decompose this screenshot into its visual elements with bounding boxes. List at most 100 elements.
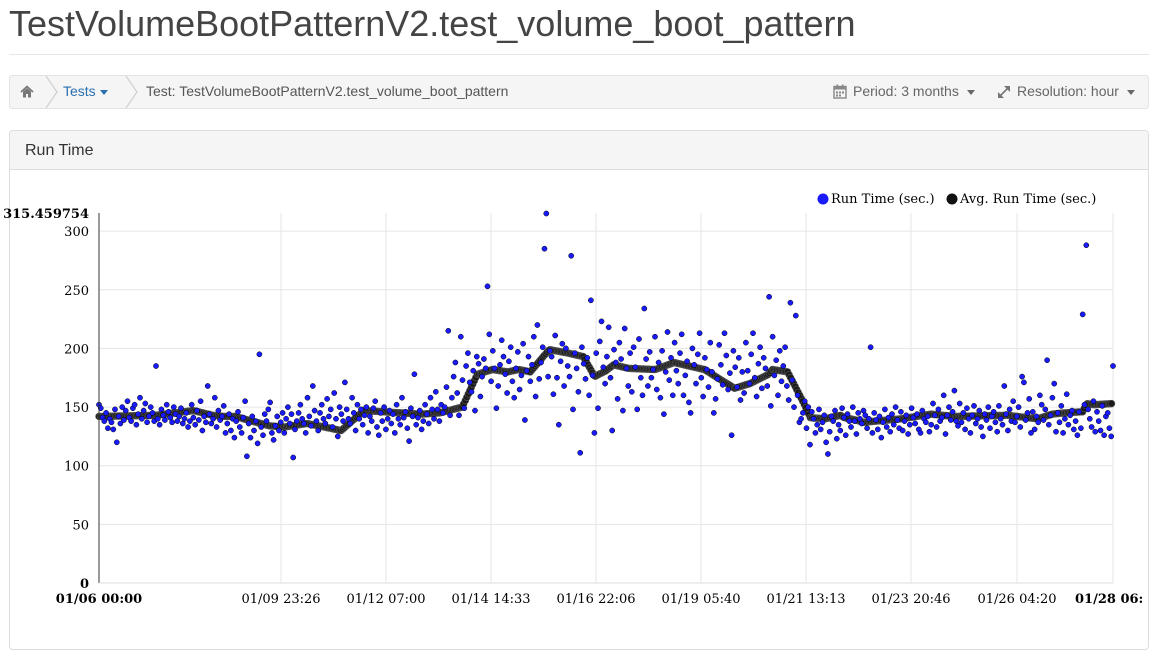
run-time-point [350,410,357,416]
run-time-point [687,410,694,416]
run-time-point [826,428,833,435]
run-time-point [393,401,400,408]
run-time-point [254,440,261,447]
run-time-point [441,404,448,410]
run-time-point [887,428,894,435]
run-time-point [1085,406,1091,413]
run-time-point [841,414,847,421]
panel-title: Run Time [25,142,94,159]
run-time-point [247,434,254,441]
run-time-point [342,379,348,386]
run-time-point [541,245,548,252]
run-time-point [935,406,942,413]
run-time-point [115,413,122,420]
run-time-point [1001,383,1008,389]
run-time-point [956,400,963,407]
run-time-point [140,407,147,414]
run-time-point [1079,311,1086,318]
run-time-point [978,424,984,430]
run-time-point [379,418,386,424]
run-time-point [771,372,778,379]
run-time-point [422,401,428,408]
run-time-point [215,407,222,414]
run-time-point [113,439,120,446]
resolution-dropdown[interactable]: Resolution: hour [997,83,1135,99]
run-time-point [543,210,550,217]
run-time-point [1029,408,1036,415]
run-time-point [176,413,183,420]
run-time-point [1017,424,1024,430]
run-time-point [427,394,434,401]
run-time-point [906,421,913,428]
run-time-point [1013,413,1020,420]
run-time-point [158,406,165,413]
run-time-point [390,411,396,417]
run-time-point [1019,373,1025,380]
x-tick-label: 01/19 05:40 [661,592,740,607]
x-tick-label: 01/21 13:13 [766,592,845,607]
home-icon[interactable] [18,83,36,101]
run-time-point [561,383,567,389]
x-tick-label: 01/06 00:00 [56,592,142,607]
run-time-point [825,451,831,457]
run-time-point [903,412,910,419]
tests-dropdown[interactable]: Tests [63,83,108,99]
run-time-point [112,406,118,413]
run-time-point [743,339,749,346]
period-dropdown[interactable]: Period: 3 months [833,83,975,99]
run-time-point [146,413,152,420]
run-time-point [996,403,1002,409]
run-time-point [354,401,361,408]
run-time-point [858,420,865,427]
run-time-point [873,417,879,423]
run-time-point [523,367,530,374]
run-time-point [124,398,131,405]
run-time-series [96,210,1116,461]
run-time-point [964,405,970,412]
run-time-point [805,404,812,410]
run-time-point [807,441,813,448]
run-time-point [1099,403,1106,409]
run-time-point [612,359,619,366]
run-time-point [233,418,240,424]
run-time-point [926,428,933,435]
run-time-point [445,327,452,334]
run-time-point [833,435,840,442]
run-time-point [646,349,653,355]
run-time-point [766,293,772,300]
run-time-point [1056,419,1063,426]
run-time-point [194,407,200,414]
period-label: Period: 3 months [853,83,959,99]
run-time-point [849,404,856,410]
run-time-point [224,420,231,427]
run-time-point [719,381,726,388]
run-time-point [931,412,938,419]
run-time-point [265,406,272,413]
run-time-point [718,361,724,368]
run-time-point [361,412,368,419]
run-time-point [418,426,425,433]
run-time-point [696,330,703,337]
y-tick-label: 200 [64,342,89,357]
run-time-point [1076,408,1082,415]
run-time-point [447,412,453,419]
chart-legend[interactable]: Run Time (sec.) Avg. Run Time (sec.) [817,192,1097,207]
run-time-point [883,424,890,430]
run-time-point [167,414,174,421]
run-time-point [753,393,760,400]
run-time-point [691,361,698,368]
run-time-point [304,394,311,401]
run-time-point [727,370,733,376]
run-time-point [618,356,624,362]
run-time-point [514,349,521,355]
run-time-point [839,405,845,412]
run-time-point [213,424,220,430]
run-time-point [101,418,108,424]
run-time-point [204,383,211,389]
run-time-point [343,406,350,413]
run-time-point [472,407,478,414]
run-time-point [962,426,968,433]
run-time-point [851,418,858,424]
run-time-point [153,363,159,369]
